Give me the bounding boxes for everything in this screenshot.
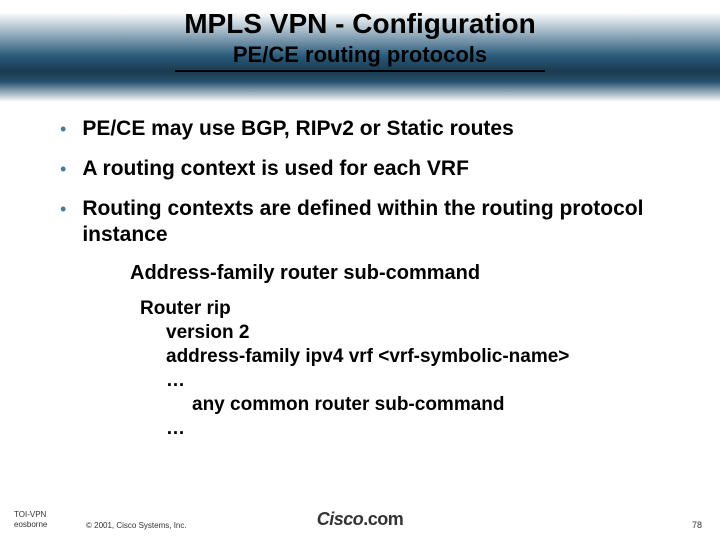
slide-title: MPLS VPN - Configuration [0, 8, 720, 40]
code-line: any common router sub-command [140, 393, 680, 417]
bullet-item: • A routing context is used for each VRF [60, 156, 680, 182]
bullet-text: PE/CE may use BGP, RIPv2 or Static route… [82, 116, 513, 142]
title-underline [175, 70, 545, 72]
footer-id-line2: eosborne [14, 520, 47, 530]
content-area: • PE/CE may use BGP, RIPv2 or Static rou… [0, 102, 720, 441]
bullet-item: • PE/CE may use BGP, RIPv2 or Static rou… [60, 116, 680, 142]
footer: TOI-VPN eosborne © 2001, Cisco Systems, … [0, 506, 720, 532]
slide-subtitle: PE/CE routing protocols [0, 42, 720, 68]
bullet-text: Routing contexts are defined within the … [82, 196, 680, 248]
code-line: … [140, 369, 680, 393]
bullet-marker-icon: • [60, 116, 66, 142]
code-line: address-family ipv4 vrf <vrf-symbolic-na… [140, 345, 680, 369]
page-number: 78 [692, 520, 702, 530]
footer-copyright: © 2001, Cisco Systems, Inc. [86, 521, 187, 530]
bullet-marker-icon: • [60, 196, 66, 222]
cisco-logo: Cisco.com [317, 509, 404, 530]
code-line: … [140, 417, 680, 441]
code-line: version 2 [140, 321, 680, 345]
header-band: MPLS VPN - Configuration PE/CE routing p… [0, 0, 720, 102]
bullet-text: A routing context is used for each VRF [82, 156, 469, 182]
footer-id-line1: TOI-VPN [14, 510, 47, 520]
footer-id: TOI-VPN eosborne [14, 510, 47, 530]
title-wrap: MPLS VPN - Configuration PE/CE routing p… [0, 0, 720, 72]
bullet-item: • Routing contexts are defined within th… [60, 196, 680, 248]
code-block: Router rip version 2 address-family ipv4… [140, 297, 680, 441]
bullet-marker-icon: • [60, 156, 66, 182]
code-line: Router rip [140, 297, 680, 321]
sub-heading: Address-family router sub-command [130, 262, 680, 285]
